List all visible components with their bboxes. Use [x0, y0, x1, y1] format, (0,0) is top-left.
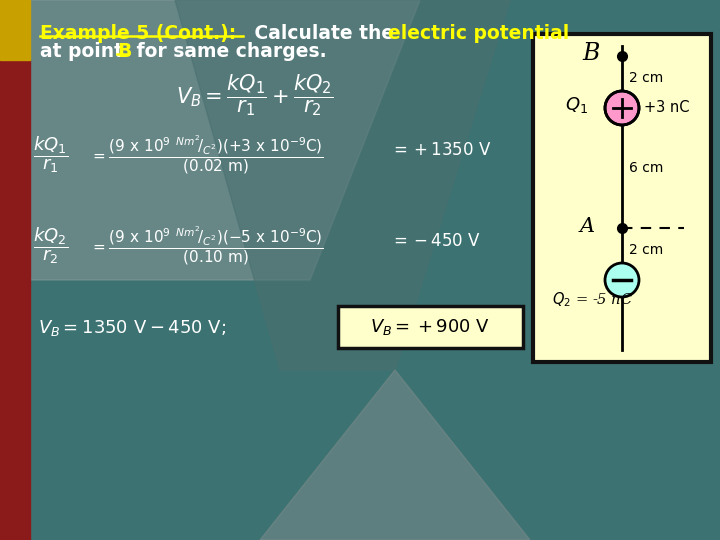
Text: 2 cm: 2 cm	[629, 71, 663, 85]
Text: $= \dfrac{(9\ \mathrm{x}\ 10^{9}\ ^{Nm^2}\!/_{C^2})(+3\ \mathrm{x}\ 10^{-9}\math: $= \dfrac{(9\ \mathrm{x}\ 10^{9}\ ^{Nm^2…	[90, 134, 324, 177]
Text: for same charges.: for same charges.	[130, 42, 327, 61]
Bar	[0, 0, 30, 60]
Text: 6 cm: 6 cm	[629, 161, 663, 175]
Text: Calculate the: Calculate the	[248, 24, 400, 43]
Bar	[533, 34, 711, 362]
Polygon shape	[28, 0, 420, 280]
Text: $V_B = +900\ \mathrm{V}$: $V_B = +900\ \mathrm{V}$	[370, 317, 490, 337]
Text: 2 cm: 2 cm	[629, 243, 663, 257]
Bar	[0, 60, 30, 540]
Text: electric potential: electric potential	[388, 24, 570, 43]
Text: B: B	[117, 42, 131, 61]
Text: Example 5 (Cont.):: Example 5 (Cont.):	[40, 24, 236, 43]
Text: at point: at point	[40, 42, 130, 61]
Text: A: A	[580, 217, 595, 235]
Text: $Q_2$ = -5 nC: $Q_2$ = -5 nC	[552, 291, 634, 309]
Polygon shape	[175, 0, 510, 370]
Circle shape	[605, 91, 639, 125]
Text: $= \dfrac{(9\ \mathrm{x}\ 10^{9}\ ^{Nm^2}\!/_{C^2})(-5\ \mathrm{x}\ 10^{-9}\math: $= \dfrac{(9\ \mathrm{x}\ 10^{9}\ ^{Nm^2…	[90, 225, 324, 267]
Text: $\dfrac{kQ_2}{r_2}$: $\dfrac{kQ_2}{r_2}$	[33, 225, 68, 266]
Text: $V_B = \dfrac{kQ_1}{r_1} + \dfrac{kQ_2}{r_2}$: $V_B = \dfrac{kQ_1}{r_1} + \dfrac{kQ_2}{…	[176, 72, 334, 118]
Polygon shape	[260, 370, 530, 540]
Text: $= +1350\ \mathrm{V}$: $= +1350\ \mathrm{V}$	[390, 142, 492, 159]
Text: $V_B = 1350\ \mathrm{V} - 450\ \mathrm{V};$: $V_B = 1350\ \mathrm{V} - 450\ \mathrm{V…	[38, 318, 226, 338]
Text: $\dfrac{kQ_1}{r_1}$: $\dfrac{kQ_1}{r_1}$	[33, 134, 68, 174]
Circle shape	[605, 263, 639, 297]
Text: +3 nC: +3 nC	[644, 100, 690, 116]
Bar	[338, 306, 523, 348]
Text: $Q_1$: $Q_1$	[565, 95, 588, 115]
Text: $= -450\ \mathrm{V}$: $= -450\ \mathrm{V}$	[390, 233, 481, 250]
Text: B: B	[582, 43, 599, 65]
